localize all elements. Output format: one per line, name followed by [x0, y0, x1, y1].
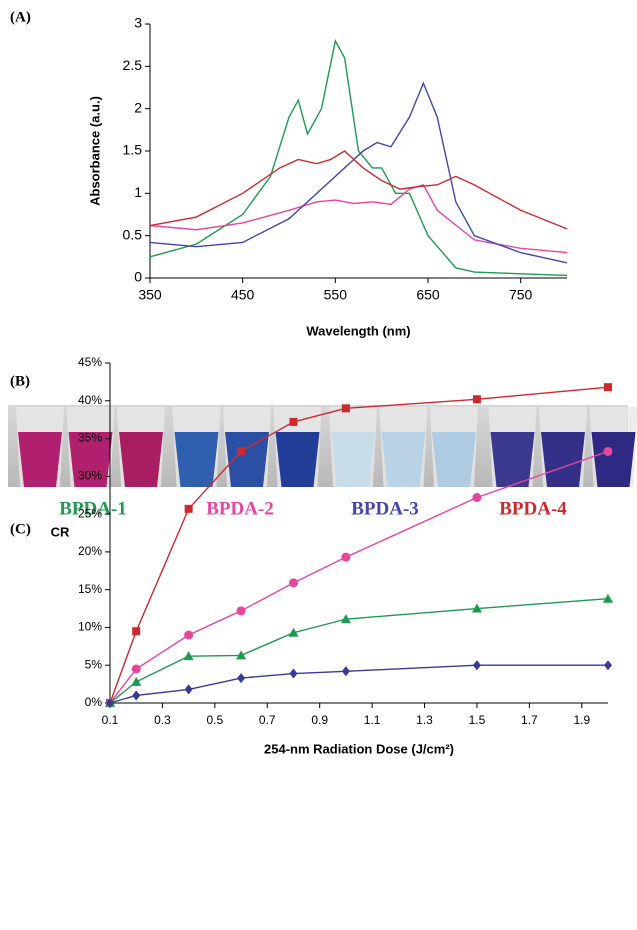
- y-axis-title: Absorbance (a.u.): [87, 96, 102, 206]
- marker: [132, 690, 141, 701]
- marker: [340, 614, 351, 624]
- x-tick-label: 0.7: [259, 713, 276, 727]
- tube-liquid: [541, 432, 585, 487]
- series-line: [149, 81, 568, 264]
- tube-liquid: [275, 432, 320, 487]
- y-tick-label: 35%: [78, 431, 102, 445]
- panel-label: (C): [10, 521, 31, 537]
- marker: [604, 660, 612, 671]
- tube-liquid: [381, 432, 426, 487]
- marker: [289, 417, 298, 426]
- tube-liquid: [490, 432, 535, 487]
- tube-liquid: [119, 432, 163, 487]
- marker: [288, 627, 299, 637]
- marker: [289, 668, 298, 679]
- y-tick-label: 3: [134, 15, 142, 31]
- tube-photo: [8, 405, 637, 487]
- sample-label: BPDA-2: [206, 498, 274, 519]
- x-tick-label: 0.5: [206, 713, 223, 727]
- marker: [471, 603, 482, 613]
- marker: [341, 666, 350, 677]
- marker: [341, 552, 351, 562]
- y-tick-label: 30%: [78, 469, 102, 483]
- x-tick-label: 1.7: [521, 713, 538, 727]
- tube-liquid: [225, 432, 269, 487]
- x-axis-title: 254-nm Radiation Dose (J/cm²): [264, 741, 454, 756]
- y-tick-label: 0%: [85, 695, 103, 709]
- marker: [184, 630, 194, 640]
- tube-liquid: [591, 432, 636, 487]
- tube-liquid: [18, 432, 62, 487]
- x-tick-label: 450: [231, 287, 255, 303]
- marker: [472, 395, 481, 404]
- x-tick-label: 1.5: [469, 713, 486, 727]
- marker: [341, 404, 350, 413]
- x-tick-label: 750: [509, 287, 533, 303]
- y-tick-label: 15%: [78, 582, 102, 596]
- x-tick-label: 1.1: [364, 713, 381, 727]
- panel-label: (A): [10, 9, 31, 25]
- tube-liquid: [174, 432, 219, 487]
- x-tick-label: 0.3: [154, 713, 171, 727]
- x-tick-label: 0.1: [102, 713, 119, 727]
- x-tick-label: 1.9: [573, 713, 590, 727]
- marker: [184, 504, 193, 513]
- y-tick-label: 1.5: [123, 142, 143, 158]
- y-tick-label: 1: [134, 184, 142, 200]
- series-line: [109, 386, 609, 704]
- sample-label: BPDA-3: [351, 498, 419, 519]
- series-line: [109, 450, 609, 704]
- series-line: [149, 184, 568, 254]
- y-tick-label: 10%: [78, 620, 102, 634]
- marker: [131, 664, 141, 674]
- marker: [184, 684, 193, 695]
- y-tick-label: 2: [134, 99, 142, 115]
- x-tick-label: 650: [416, 287, 440, 303]
- sample-label: BPDA-4: [499, 498, 567, 519]
- x-tick-label: 1.3: [416, 713, 433, 727]
- y-tick-label: 2.5: [123, 57, 143, 73]
- y-tick-label: 0.5: [123, 226, 143, 242]
- tube-liquid: [331, 432, 375, 487]
- marker: [288, 578, 298, 588]
- y-tick-label: 0: [134, 269, 142, 285]
- y-tick-label: 45%: [78, 355, 102, 369]
- tube-liquid: [432, 432, 476, 487]
- marker: [603, 446, 613, 456]
- marker: [183, 651, 194, 661]
- marker: [237, 447, 246, 456]
- marker: [604, 383, 612, 392]
- marker: [472, 660, 481, 671]
- marker: [236, 606, 246, 616]
- x-axis-title: Wavelength (nm): [306, 323, 410, 338]
- panel-label: (B): [10, 373, 30, 389]
- marker: [106, 698, 114, 708]
- marker: [131, 676, 142, 686]
- marker: [603, 593, 613, 603]
- series-line: [149, 150, 568, 230]
- marker: [236, 650, 247, 660]
- series-line: [109, 664, 608, 704]
- x-tick-label: 350: [138, 287, 162, 303]
- series-line: [109, 598, 609, 704]
- y-tick-label: 40%: [78, 393, 102, 407]
- marker: [472, 492, 482, 502]
- y-tick-label: 5%: [85, 657, 103, 671]
- series-line: [149, 38, 568, 277]
- tube-liquid: [68, 432, 113, 487]
- y-tick-label: 25%: [78, 506, 102, 520]
- x-tick-label: 0.9: [311, 713, 328, 727]
- y-axis-title: CR: [51, 524, 70, 539]
- marker: [237, 673, 246, 684]
- marker: [132, 627, 141, 636]
- y-tick-label: 20%: [78, 544, 102, 558]
- x-tick-label: 550: [324, 287, 348, 303]
